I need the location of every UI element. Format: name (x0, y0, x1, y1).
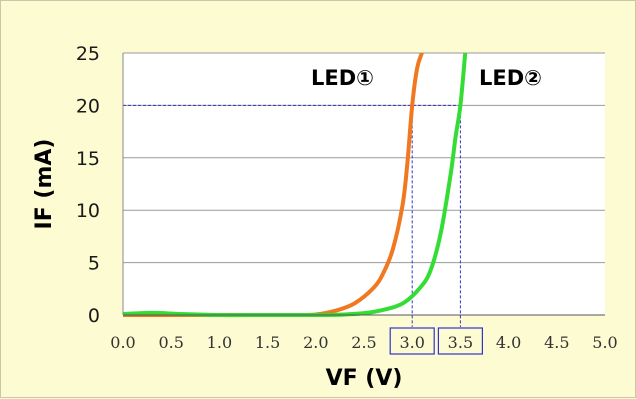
x-tick-label: 3.0 (399, 333, 424, 352)
x-tick-label: 0.5 (158, 333, 183, 352)
series-label-2: LED② (479, 66, 542, 90)
y-tick-label: 25 (76, 43, 100, 65)
x-tick-label: 1.0 (207, 333, 232, 352)
x-tick-highlight-box (437, 327, 483, 355)
y-tick-label: 10 (76, 200, 100, 222)
series-label-1: LED① (311, 66, 374, 90)
x-tick-label: 0.0 (110, 333, 135, 352)
x-tick-label: 5.0 (592, 333, 617, 352)
y-tick-label: 5 (88, 253, 100, 275)
x-axis-title: VF (V) (326, 366, 403, 391)
x-tick-label: 3.5 (448, 333, 473, 352)
plot-area (123, 53, 605, 315)
y-tick-label: 20 (76, 95, 100, 117)
y-tick-label: 0 (88, 305, 100, 327)
y-tick-labels: 0 5 10 15 20 25 (76, 43, 100, 327)
x-tick-label: 2.0 (303, 333, 328, 352)
x-tick-label: 1.5 (255, 333, 280, 352)
y-tick-label: 15 (76, 148, 100, 170)
x-tick-label: 4.0 (496, 333, 521, 352)
y-axis-title: IF (mA) (32, 139, 57, 230)
x-tick-highlight-box (389, 327, 435, 355)
series-labels: LED① LED② (311, 66, 542, 90)
x-tick-label: 2.5 (351, 333, 376, 352)
x-tick-labels: 0.0 0.5 1.0 1.5 2.0 2.5 3.0 3.5 4.0 4.5 5.0 (110, 327, 618, 355)
reference-lines (123, 104, 461, 327)
x-tick-label: 4.5 (544, 333, 569, 352)
